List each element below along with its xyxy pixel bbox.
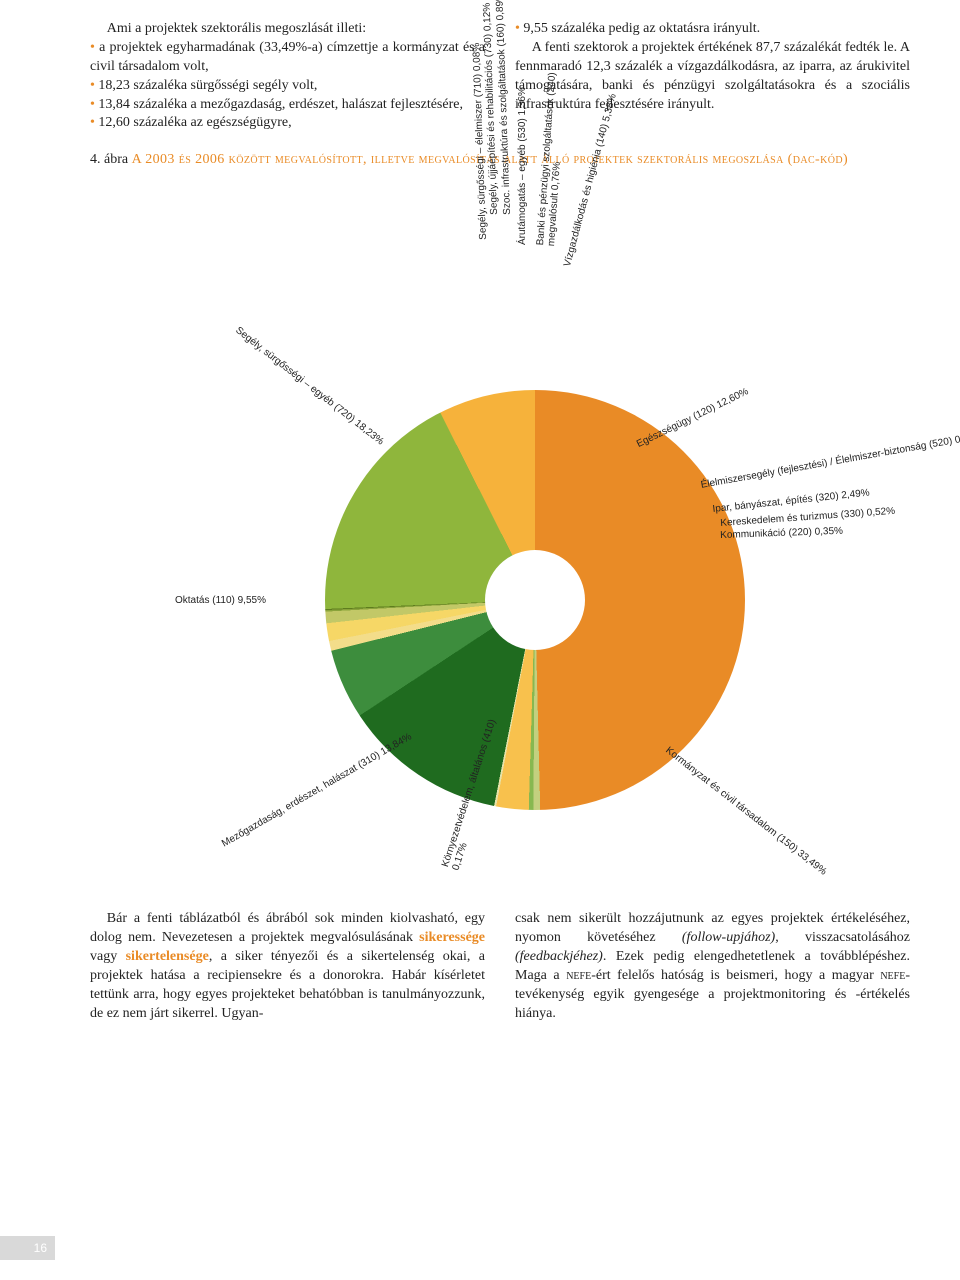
- donut-hole: [485, 550, 585, 650]
- top-right-col: 9,55 százaléka pedig az oktatásra irányu…: [515, 20, 910, 133]
- bottom-left-para: Bár a fenti táblázatból és ábrából sok m…: [90, 910, 485, 1023]
- slice-label: Kormányzat és civil társadalom (150) 33,…: [663, 745, 828, 878]
- slice-label: Egészségügy (120) 12,60%: [635, 386, 750, 450]
- bottom-left-col: Bár a fenti táblázatból és ábrából sok m…: [90, 910, 485, 1023]
- smallcaps-nefe: nefe: [880, 968, 905, 983]
- highlight-sikertelensege: sikertelensége: [126, 949, 209, 964]
- italic-feedback: (feedbackjéhez): [515, 949, 603, 964]
- figure-title: A 2003 és 2006 között megvalósított, ill…: [132, 152, 784, 167]
- pie-chart: Kormányzat és civil társadalom (150) 33,…: [90, 180, 910, 880]
- top-left-bullet: 12,60 százaléka az egészségügyre,: [90, 114, 485, 133]
- smallcaps-nefe: nefe: [566, 968, 591, 983]
- slice-label: Oktatás (110) 9,55%: [175, 595, 266, 606]
- page-number-tab: 16: [0, 1236, 55, 1260]
- top-left-bullet: 13,84 százaléka a mezőgazdaság, erdészet…: [90, 96, 485, 115]
- slice-label: Segély, sürgősségi – egyéb (720) 18,23%: [233, 325, 386, 448]
- top-left-bullet: a projektek egyharmadának (33,49%-a) cím…: [90, 39, 485, 77]
- top-left-col: Ami a projektek szektorális megoszlását …: [90, 20, 485, 133]
- top-left-bullet: 18,23 százaléka sürgősségi segély volt,: [90, 77, 485, 96]
- slice-label: Mezőgazdaság, erdészet, halászat (310) 1…: [220, 732, 414, 850]
- intro-line: Ami a projektek szektorális megoszlását …: [90, 20, 485, 39]
- bottom-columns: Bár a fenti táblázatból és ábrából sok m…: [90, 910, 910, 1023]
- highlight-sikeressege: sikeressége: [419, 930, 485, 945]
- bottom-right-col: csak nem sikerült hozzájutnunk az egyes …: [515, 910, 910, 1023]
- top-right-bullet: 9,55 százaléka pedig az oktatásra irányu…: [515, 20, 910, 39]
- slice-label: Kommunikáció (220) 0,35%: [720, 526, 843, 541]
- slice-label: Árutámogatás – egyéb (530) 1,36%: [517, 87, 528, 245]
- bottom-right-para: csak nem sikerült hozzájutnunk az egyes …: [515, 910, 910, 1023]
- top-left-bullets: a projektek egyharmadának (33,49%-a) cím…: [90, 39, 485, 133]
- top-right-para: A fenti szektorok a projektek értékének …: [515, 39, 910, 115]
- italic-follow-up: (follow-upjához): [682, 930, 775, 945]
- top-right-bullet-list: 9,55 százaléka pedig az oktatásra irányu…: [515, 20, 910, 39]
- figure-number: 4. ábra: [90, 152, 132, 167]
- slice-label: Élelmiszersegély (fejlesztési) / Élelmis…: [700, 431, 960, 492]
- figure-title-tail: (dac-kód): [784, 152, 848, 167]
- page-root: Ami a projektek szektorális megoszlását …: [0, 0, 960, 1280]
